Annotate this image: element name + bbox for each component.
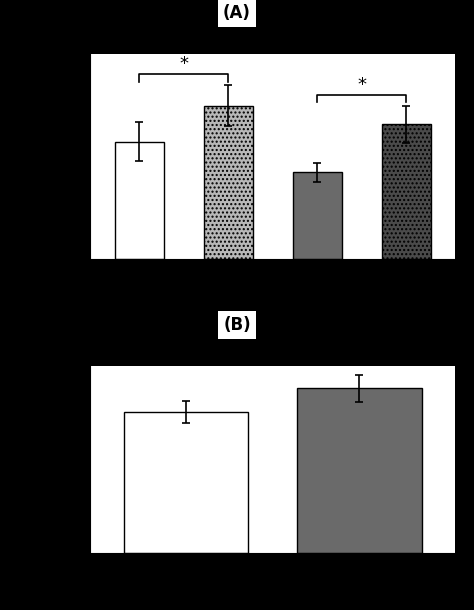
Bar [297,389,421,553]
Y-axis label: fold ratio Insulin/basal: fold ratio Insulin/basal [33,382,47,537]
Text: (B): (B) [223,316,251,334]
Text: (A): (A) [223,4,251,21]
Bar [382,124,430,259]
Bar [124,412,248,553]
Bar [115,142,164,259]
Bar [203,106,253,259]
Text: *: * [179,55,188,73]
Text: *: * [357,76,366,94]
Bar [292,173,342,259]
Y-axis label: Glu uptake pmol/min/mg: Glu uptake pmol/min/mg [29,70,43,242]
